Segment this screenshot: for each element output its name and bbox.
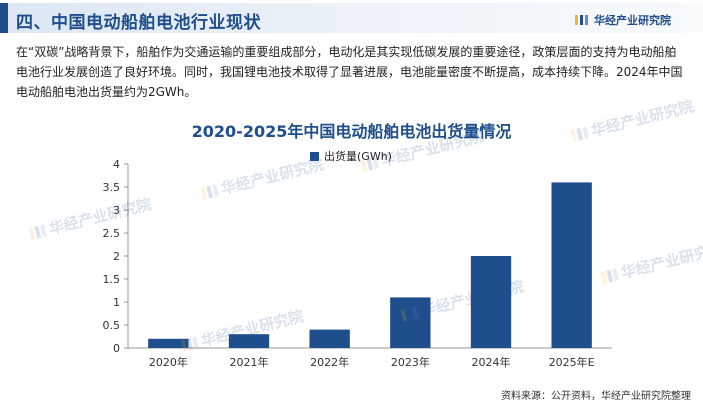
y-tick-label: 4 [113, 158, 120, 171]
legend-swatch [310, 151, 319, 161]
chart-title: 2020-2025年中国电动船舶电池出货量情况 [191, 122, 512, 141]
x-tick-label: 2021年 [230, 355, 269, 369]
bar [228, 334, 270, 348]
bar [551, 182, 592, 348]
source-note: 资料来源：公开资料，华经产业研究院整理 [501, 391, 691, 402]
y-tick-label: 2 [113, 250, 120, 263]
y-tick-label: 3 [113, 204, 120, 217]
x-tick-label: 2023年 [391, 355, 430, 369]
bar [390, 297, 431, 348]
legend-label: 出货量(GWh) [324, 150, 392, 163]
y-tick-label: 2.5 [103, 227, 121, 240]
x-tick-label: 2025年E [549, 355, 595, 369]
brand-name: 华经产业研究院 [594, 14, 671, 27]
intro-paragraph: 在“双碳”战略背景下，船舶作为交通运输的重要组成部分，电动化是其实现低碳发展的重… [16, 45, 683, 99]
y-tick-label: 0 [113, 342, 120, 355]
brand: 华经产业研究院 [575, 12, 671, 28]
bar [309, 329, 350, 348]
bar [148, 338, 189, 348]
y-tick-label: 1 [113, 296, 120, 309]
section-title: 四、中国电动船舶电池行业现状 [16, 13, 261, 33]
x-tick-label: 2022年 [310, 355, 349, 369]
y-tick-label: 3.5 [103, 181, 121, 194]
bar [470, 256, 512, 348]
y-tick-label: 0.5 [103, 319, 121, 332]
header-accent [0, 3, 8, 33]
x-tick-label: 2024年 [472, 355, 511, 369]
brand-logo-icon [575, 15, 588, 25]
y-tick-label: 1.5 [103, 273, 121, 286]
x-tick-label: 2020年 [149, 355, 188, 369]
chart-legend: 出货量(GWh) [310, 148, 392, 164]
